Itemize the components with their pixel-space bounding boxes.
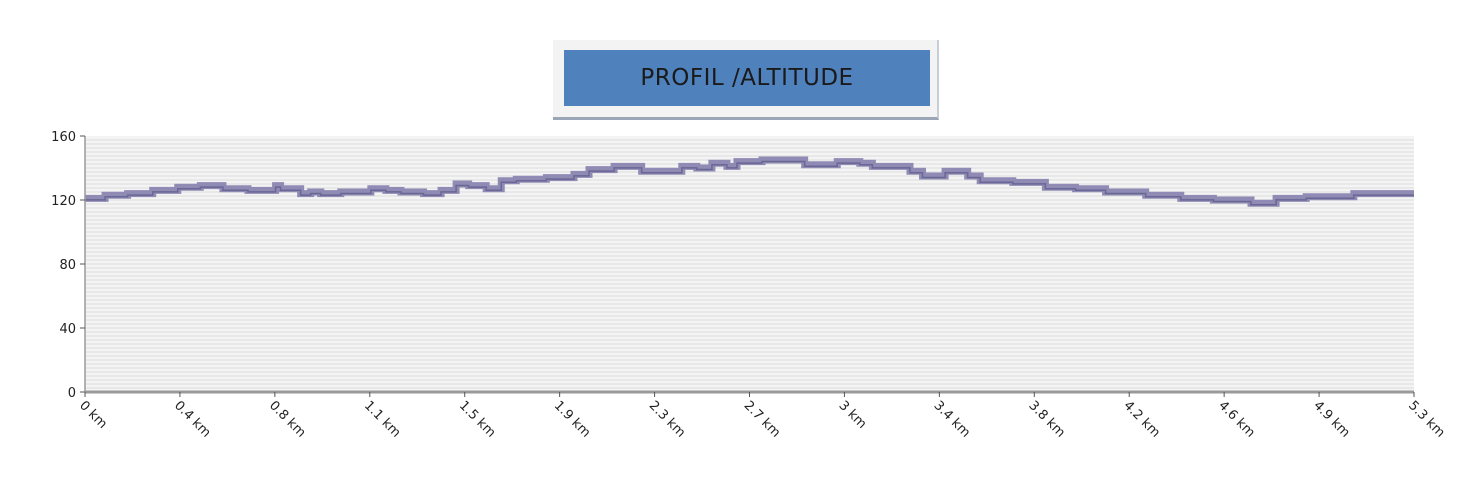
x-tick-label: 3 km — [836, 398, 870, 432]
x-tick-label: 1.1 km — [361, 398, 403, 440]
y-tick-label: 160 — [51, 130, 76, 145]
x-axis-ticks: 0 km 0.4 km 0.8 km 1.1 km 1.5 km 1.9 km 2.3 km… — [76, 392, 1448, 441]
data-series — [85, 156, 1414, 207]
x-tick-label: 4.6 km — [1215, 398, 1257, 440]
x-tick-label: 0.8 km — [266, 398, 308, 440]
x-tick-label: 3.8 km — [1025, 398, 1067, 440]
altitude-line-shade — [85, 160, 1414, 206]
y-tick-label: 80 — [59, 258, 76, 273]
altitude-line — [85, 156, 1414, 207]
x-tick-label: 4.2 km — [1120, 398, 1162, 440]
x-tick-label: 0 km — [76, 398, 110, 432]
x-tick-label: 0.4 km — [171, 398, 213, 440]
x-tick-label: 1.9 km — [551, 398, 593, 440]
x-tick-label: 2.3 km — [646, 398, 688, 440]
y-tick-label: 0 — [68, 386, 76, 401]
gridlines — [85, 139, 1414, 389]
y-tick-label: 40 — [59, 322, 76, 337]
chart-title: PROFIL /ALTITUDE — [640, 65, 854, 91]
y-tick-label: 120 — [51, 194, 76, 209]
x-tick-label: 4.9 km — [1310, 398, 1352, 440]
x-tick-label: 1.5 km — [456, 398, 498, 440]
chart-title-box: PROFIL /ALTITUDE — [564, 50, 930, 106]
y-axis-ticks: 0 40 80 120 160 — [51, 130, 85, 401]
x-tick-label: 2.7 km — [741, 398, 783, 440]
x-tick-label: 5.3 km — [1405, 398, 1447, 440]
x-tick-label: 3.4 km — [931, 398, 973, 440]
chart-title-frame: PROFIL /ALTITUDE — [553, 40, 939, 120]
